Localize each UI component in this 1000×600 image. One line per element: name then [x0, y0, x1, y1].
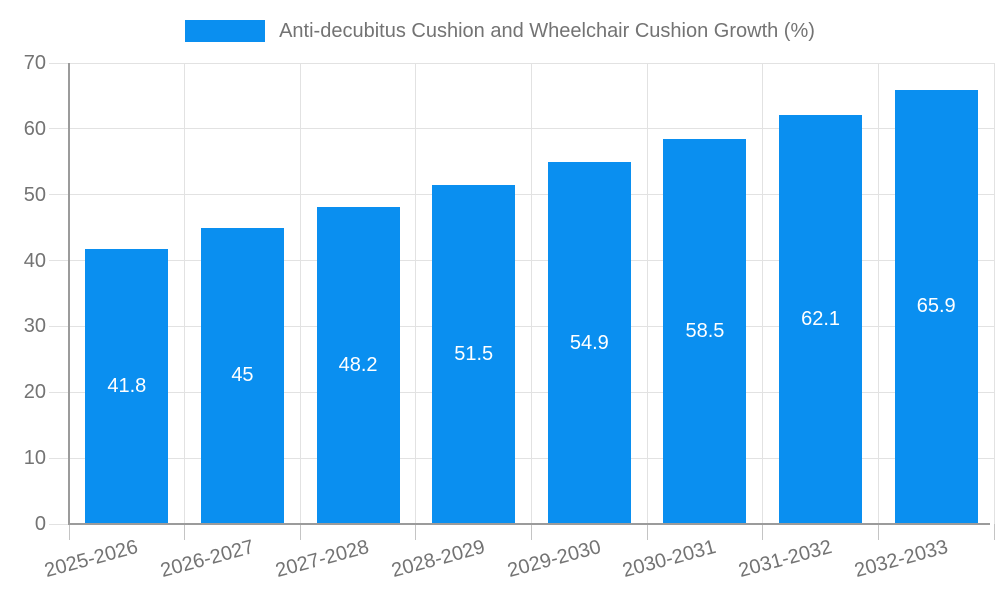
- y-tick: [49, 325, 69, 327]
- x-tick-label: 2031-2032: [736, 536, 835, 583]
- y-tick-label: 20: [23, 381, 46, 404]
- y-tick: [49, 523, 69, 525]
- bar-value-label: 51.5: [454, 342, 494, 365]
- x-tick: [646, 524, 648, 540]
- y-tick-label: 40: [23, 249, 46, 272]
- bar: 58.5: [663, 138, 747, 524]
- x-tick-label: 2025-2026: [42, 536, 141, 583]
- x-tick-label: 2029-2030: [504, 536, 604, 583]
- x-tick: [68, 524, 70, 540]
- bar-value-label: 58.5: [685, 319, 725, 342]
- bar-value-label: 65.9: [916, 295, 956, 318]
- gridline-vertical: [993, 63, 995, 524]
- gridline-vertical: [762, 63, 764, 524]
- x-tick-label: 2030-2031: [620, 536, 719, 583]
- bar: 45: [200, 227, 284, 524]
- legend-swatch: [185, 20, 266, 42]
- y-axis-line: [68, 63, 70, 525]
- x-tick-label: 2032-2033: [851, 536, 950, 583]
- x-tick: [299, 524, 301, 540]
- gridline-vertical: [299, 63, 301, 524]
- y-tick-label: 50: [23, 183, 46, 206]
- x-tick-label: 2026-2027: [158, 536, 257, 583]
- legend-label: Anti-decubitus Cushion and Wheelchair Cu…: [279, 19, 815, 42]
- x-tick-label: 2027-2028: [273, 536, 372, 583]
- x-tick: [531, 524, 532, 540]
- gridline-vertical: [184, 63, 186, 524]
- y-tick: [49, 391, 69, 393]
- gridline-vertical: [646, 63, 648, 524]
- bar-value-label: 45: [231, 364, 254, 387]
- bar-value-label: 54.9: [569, 331, 609, 354]
- x-tick-label: 2028-2029: [389, 536, 488, 583]
- bar-value-label: 62.1: [801, 308, 841, 330]
- bar-value-label: 48.2: [338, 353, 378, 376]
- x-tick: [415, 524, 417, 540]
- y-tick-label: 60: [23, 117, 46, 140]
- gridline-vertical: [415, 63, 417, 524]
- bar: 54.9: [547, 162, 631, 524]
- bar: 41.8: [85, 248, 169, 524]
- bar: 51.5: [432, 184, 516, 524]
- y-tick: [49, 62, 69, 64]
- y-tick-label: 70: [23, 52, 46, 74]
- y-tick-label: 30: [23, 315, 46, 338]
- y-tick: [49, 260, 69, 262]
- bar: 65.9: [894, 90, 978, 524]
- y-tick: [49, 194, 69, 196]
- y-tick-label: 10: [23, 447, 46, 470]
- bar-value-label: 41.8: [107, 374, 147, 397]
- x-tick: [993, 524, 995, 540]
- x-axis-line: [69, 523, 990, 525]
- y-tick: [49, 128, 69, 130]
- x-tick: [877, 524, 879, 540]
- bar: 48.2: [316, 206, 400, 524]
- bar: 62.1: [779, 115, 863, 524]
- legend: Anti-decubitus Cushion and Wheelchair Cu…: [0, 14, 1000, 48]
- y-tick: [49, 457, 69, 459]
- x-tick: [762, 524, 764, 540]
- x-tick: [184, 524, 186, 540]
- gridline-vertical: [877, 63, 879, 524]
- gridline-vertical: [531, 63, 532, 524]
- y-tick-label: 0: [34, 513, 46, 535]
